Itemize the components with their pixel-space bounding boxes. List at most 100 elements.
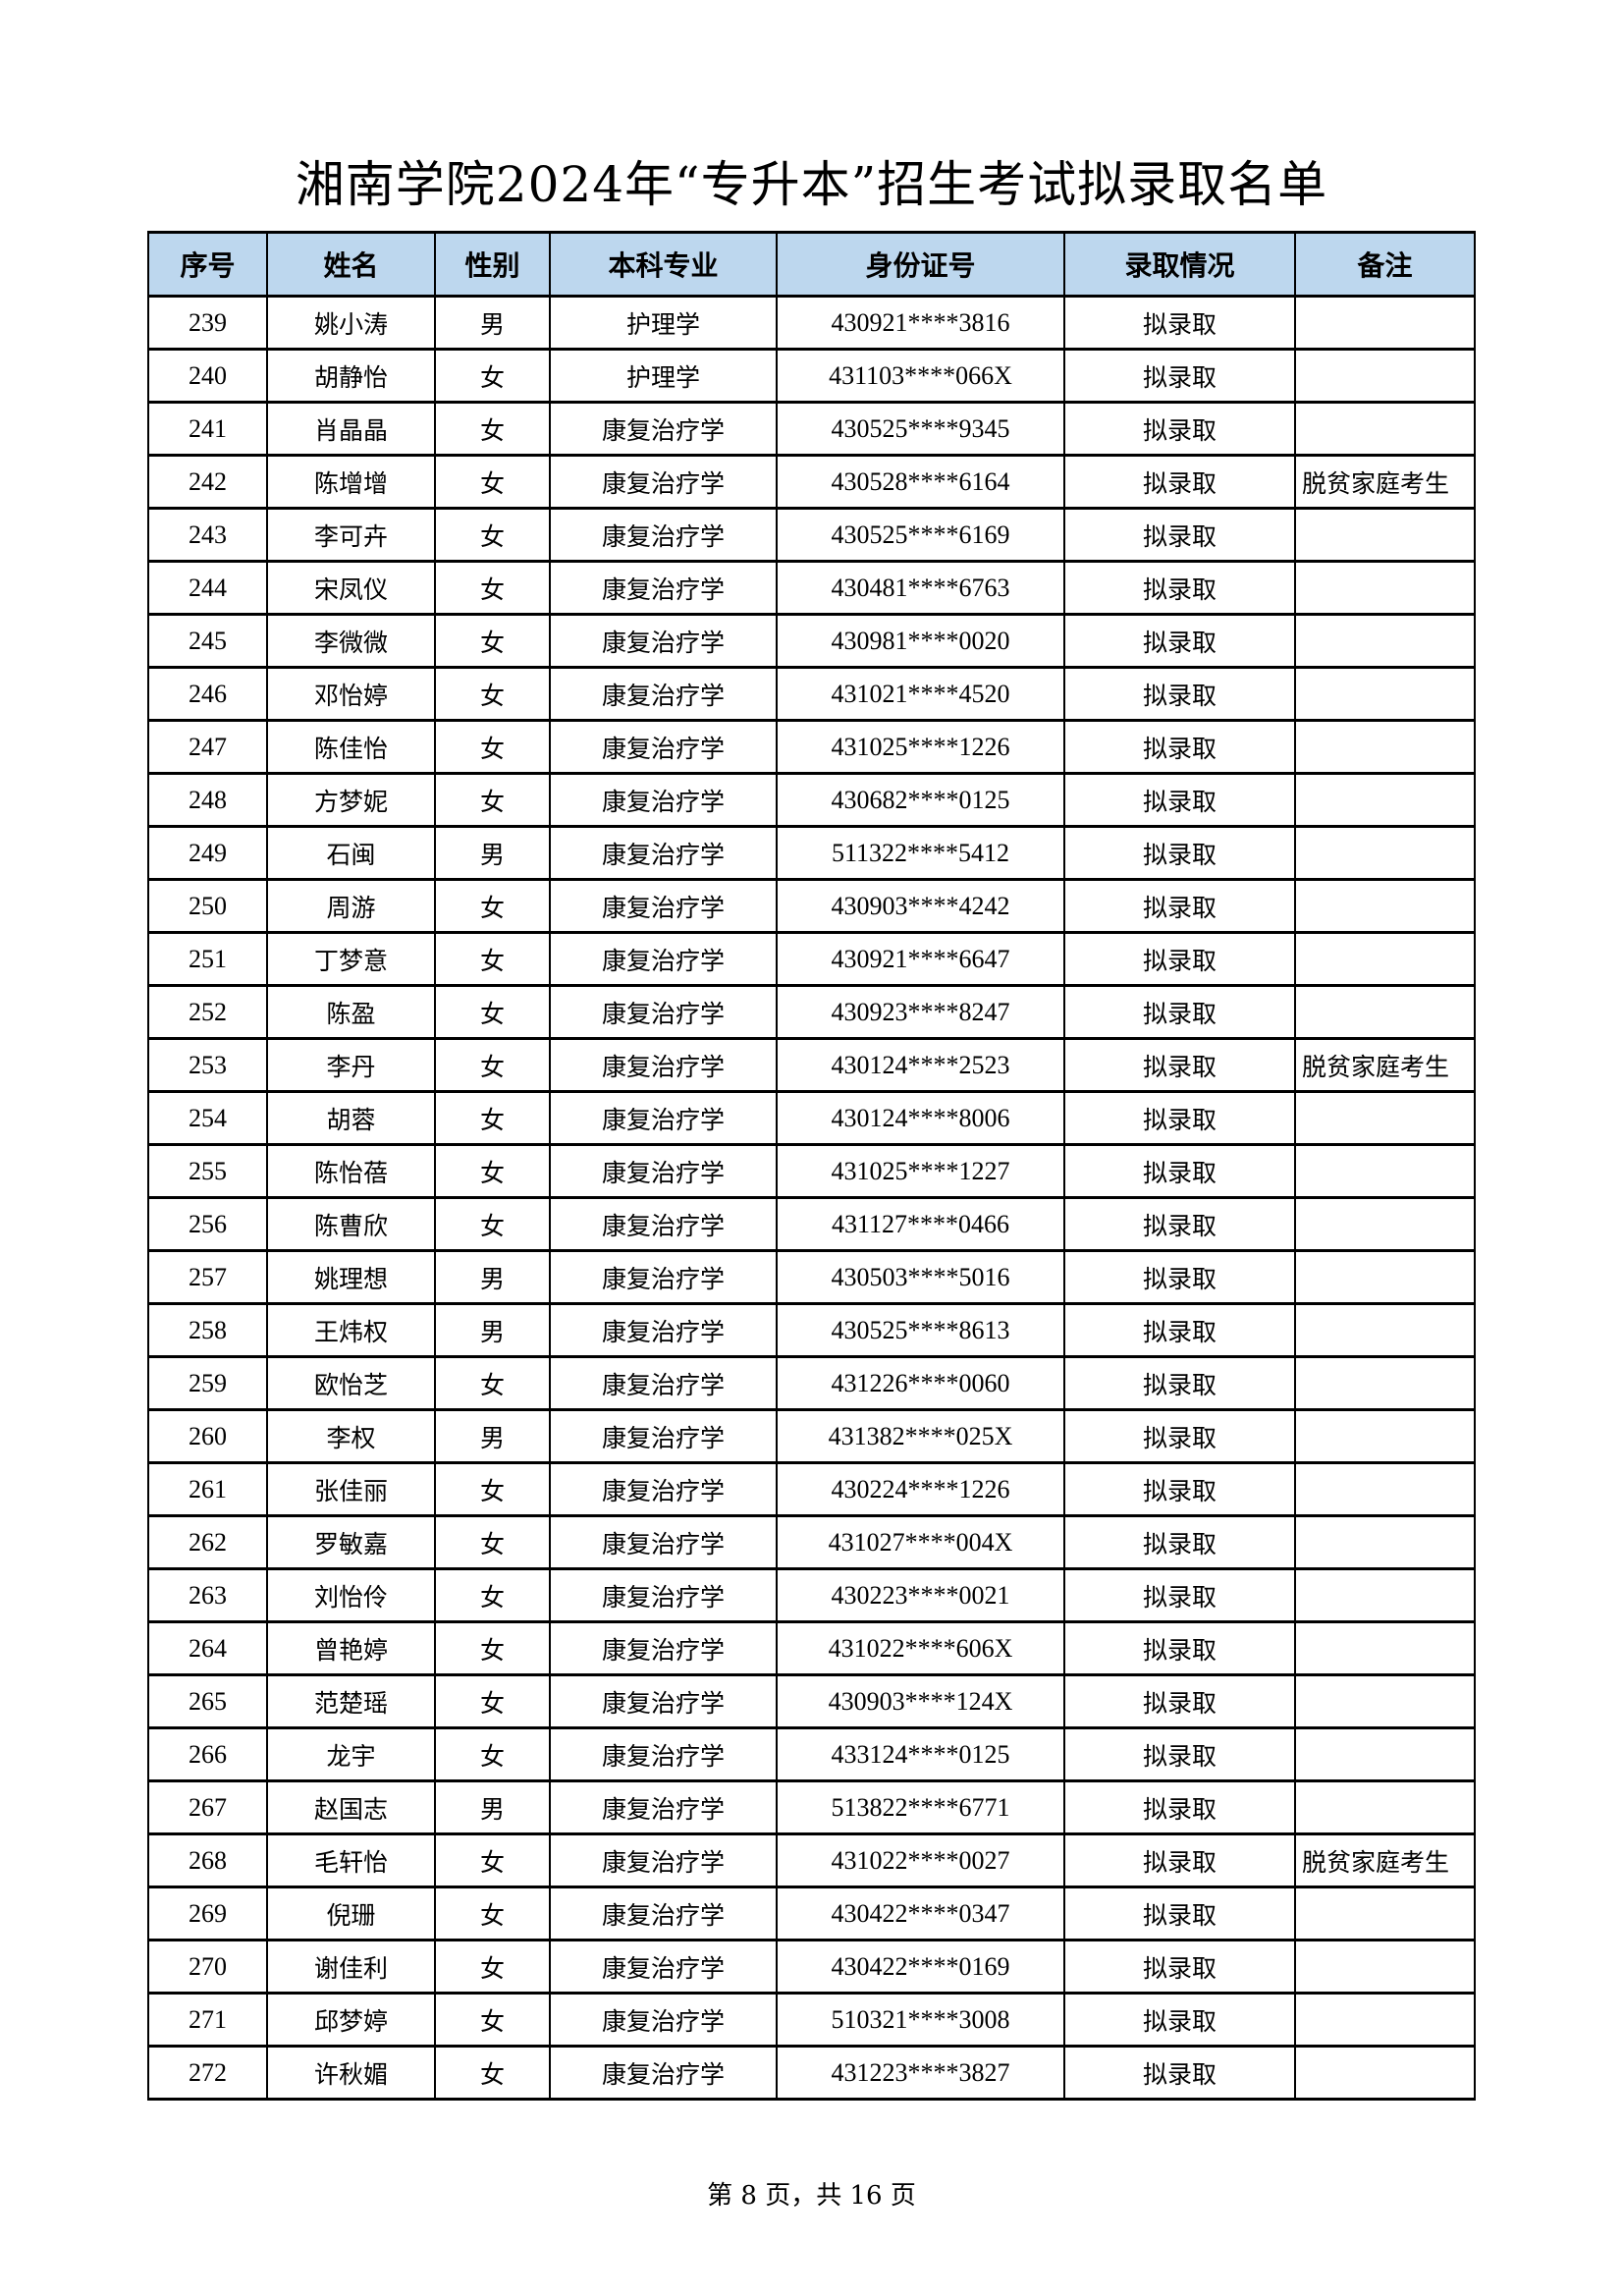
gender-cell: 女 — [434, 1833, 551, 1888]
table-row: 256 陈曹欣女康复治疗学 431127****0466 拟录取 — [147, 1197, 1476, 1252]
table-row: 269 倪珊女康复治疗学 430422****0347 拟录取 — [147, 1886, 1476, 1941]
admission-status-cell: 拟录取 — [1063, 1462, 1296, 1517]
seq-cell: 254 — [147, 1091, 268, 1146]
admission-status-cell: 拟录取 — [1063, 773, 1296, 828]
id-number-cell: 430422****0347 — [776, 1886, 1065, 1941]
id-number-cell: 433124****0125 — [776, 1727, 1065, 1782]
table-row: 243 李可卉女康复治疗学 430525****6169 拟录取 — [147, 508, 1476, 563]
remarks-cell — [1294, 1144, 1476, 1199]
remarks-cell — [1294, 1091, 1476, 1146]
id-number-cell: 431226****0060 — [776, 1356, 1065, 1411]
name-cell: 范楚瑶 — [266, 1674, 436, 1729]
remarks-cell — [1294, 1674, 1476, 1729]
remarks-cell — [1294, 1621, 1476, 1676]
remarks-cell — [1294, 826, 1476, 881]
id-number-cell: 430903****124X — [776, 1674, 1065, 1729]
header-id-number: 身份证号 — [776, 231, 1065, 298]
id-number-cell: 430921****3816 — [776, 296, 1065, 351]
gender-cell: 女 — [434, 1727, 551, 1782]
gender-cell: 女 — [434, 1621, 551, 1676]
major-cell: 康复治疗学 — [549, 773, 778, 828]
table-row: 265 范楚瑶女康复治疗学 430903****124X 拟录取 — [147, 1674, 1476, 1729]
major-cell: 康复治疗学 — [549, 1674, 778, 1729]
table-row: 271 邱梦婷女康复治疗学 510321****3008 拟录取 — [147, 1993, 1476, 2048]
seq-cell: 258 — [147, 1303, 268, 1358]
table-row: 239 姚小涛男护理学 430921****3816 拟录取 — [147, 296, 1476, 351]
gender-cell: 女 — [434, 1886, 551, 1941]
id-number-cell: 430224****1226 — [776, 1462, 1065, 1517]
gender-cell: 女 — [434, 349, 551, 404]
name-cell: 胡静怡 — [266, 349, 436, 404]
major-cell: 康复治疗学 — [549, 561, 778, 616]
seq-cell: 260 — [147, 1409, 268, 1464]
seq-cell: 245 — [147, 614, 268, 669]
table-row: 242 陈增增女康复治疗学 430528****6164 拟录取 脱贫家庭考生 — [147, 455, 1476, 510]
name-cell: 刘怡伶 — [266, 1568, 436, 1623]
major-cell: 康复治疗学 — [549, 1515, 778, 1570]
gender-cell: 女 — [434, 879, 551, 934]
gender-cell: 女 — [434, 1144, 551, 1199]
name-cell: 胡蓉 — [266, 1091, 436, 1146]
id-number-cell: 430503****5016 — [776, 1250, 1065, 1305]
gender-cell: 女 — [434, 2046, 551, 2101]
seq-cell: 250 — [147, 879, 268, 934]
admission-status-cell: 拟录取 — [1063, 296, 1296, 351]
id-number-cell: 430124****8006 — [776, 1091, 1065, 1146]
id-number-cell: 431127****0466 — [776, 1197, 1065, 1252]
seq-cell: 253 — [147, 1038, 268, 1093]
gender-cell: 女 — [434, 720, 551, 775]
name-cell: 张佳丽 — [266, 1462, 436, 1517]
table-row: 244 宋凤仪女康复治疗学 430481****6763 拟录取 — [147, 561, 1476, 616]
major-cell: 康复治疗学 — [549, 1303, 778, 1358]
gender-cell: 女 — [434, 1674, 551, 1729]
remarks-cell — [1294, 1462, 1476, 1517]
gender-cell: 女 — [434, 1568, 551, 1623]
remarks-cell: 脱贫家庭考生 — [1294, 1038, 1476, 1093]
remarks-cell — [1294, 773, 1476, 828]
header-remarks: 备注 — [1294, 231, 1476, 298]
admission-table: 序号 姓名 性别 本科专业 身份证号 录取情况 备注 239 姚小涛男护理学 430… — [147, 231, 1476, 2101]
table-row: 261 张佳丽女康复治疗学 430224****1226 拟录取 — [147, 1462, 1476, 1517]
id-number-cell: 430682****0125 — [776, 773, 1065, 828]
id-number-cell: 430525****9345 — [776, 402, 1065, 457]
id-number-cell: 511322****5412 — [776, 826, 1065, 881]
name-cell: 邱梦婷 — [266, 1993, 436, 2048]
id-number-cell: 430921****6647 — [776, 932, 1065, 987]
admission-status-cell: 拟录取 — [1063, 402, 1296, 457]
admission-status-cell: 拟录取 — [1063, 1993, 1296, 2048]
admission-status-cell: 拟录取 — [1063, 1250, 1296, 1305]
table-row: 259 欧怡芝女康复治疗学 431226****0060 拟录取 — [147, 1356, 1476, 1411]
admission-status-cell: 拟录取 — [1063, 455, 1296, 510]
major-cell: 康复治疗学 — [549, 614, 778, 669]
seq-cell: 243 — [147, 508, 268, 563]
remarks-cell — [1294, 1886, 1476, 1941]
table-row: 254 胡蓉女康复治疗学 430124****8006 拟录取 — [147, 1091, 1476, 1146]
gender-cell: 男 — [434, 1250, 551, 1305]
admission-status-cell: 拟录取 — [1063, 1356, 1296, 1411]
admission-status-cell: 拟录取 — [1063, 720, 1296, 775]
id-number-cell: 431022****0027 — [776, 1833, 1065, 1888]
seq-cell: 257 — [147, 1250, 268, 1305]
remarks-cell — [1294, 402, 1476, 457]
table-row: 264 曾艳婷女康复治疗学 431022****606X 拟录取 — [147, 1621, 1476, 1676]
major-cell: 康复治疗学 — [549, 1886, 778, 1941]
header-admission-status: 录取情况 — [1063, 231, 1296, 298]
major-cell: 康复治疗学 — [549, 1038, 778, 1093]
header-gender: 性别 — [434, 231, 551, 298]
major-cell: 康复治疗学 — [549, 1940, 778, 1995]
gender-cell: 女 — [434, 508, 551, 563]
name-cell: 陈增增 — [266, 455, 436, 510]
table-row: 257 姚理想男康复治疗学 430503****5016 拟录取 — [147, 1250, 1476, 1305]
table-row: 262 罗敏嘉女康复治疗学 431027****004X 拟录取 — [147, 1515, 1476, 1570]
id-number-cell: 431025****1226 — [776, 720, 1065, 775]
id-number-cell: 431103****066X — [776, 349, 1065, 404]
table-row: 251 丁梦意女康复治疗学 430921****6647 拟录取 — [147, 932, 1476, 987]
gender-cell: 男 — [434, 1409, 551, 1464]
admission-status-cell: 拟录取 — [1063, 1515, 1296, 1570]
major-cell: 康复治疗学 — [549, 932, 778, 987]
seq-cell: 252 — [147, 985, 268, 1040]
seq-cell: 249 — [147, 826, 268, 881]
id-number-cell: 430528****6164 — [776, 455, 1065, 510]
name-cell: 陈曹欣 — [266, 1197, 436, 1252]
major-cell: 康复治疗学 — [549, 402, 778, 457]
